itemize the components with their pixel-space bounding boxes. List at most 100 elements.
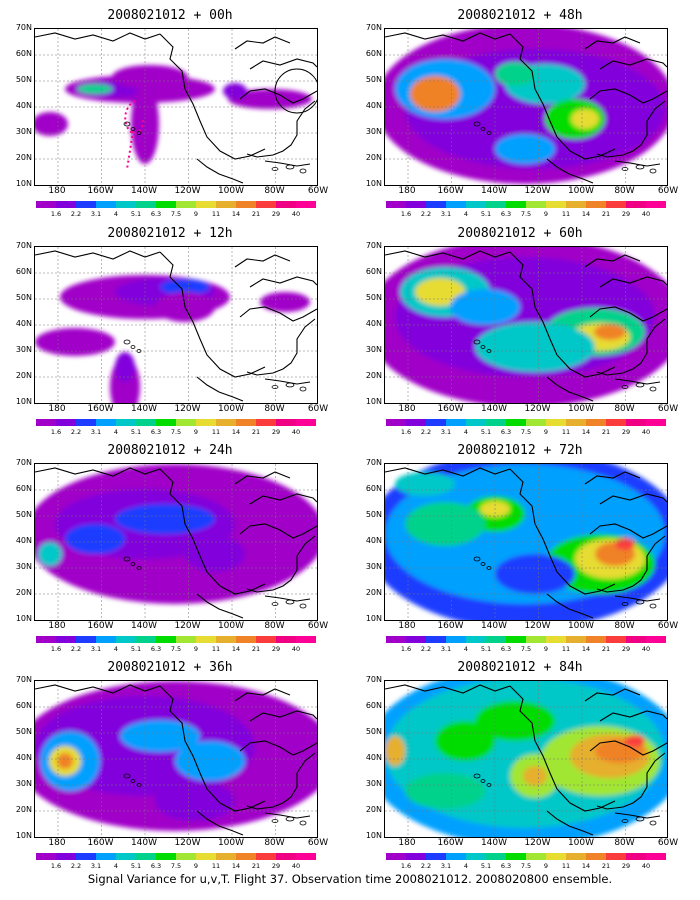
panel-title: 2008021012 + 60h [457, 226, 583, 241]
colorbar-swatch [386, 853, 406, 860]
latitude-label: 50N [365, 293, 382, 302]
coastline [264, 812, 311, 819]
longitude-label: 180 [48, 404, 66, 414]
coastline [589, 740, 667, 756]
colorbar-swatch [36, 201, 56, 208]
colorbar-swatch [156, 636, 176, 643]
colorbar-swatch [586, 853, 606, 860]
colorbar-label: 2.2 [70, 862, 82, 870]
longitude-label: 80W [614, 404, 635, 414]
longitude-label: 120W [524, 404, 551, 414]
map-panel: 2008021012 + 36h 70N 60N 50N 40N 30N 20N 10N 180… [0, 660, 340, 880]
colorbar-label: 2.2 [420, 862, 432, 870]
coastline [249, 710, 317, 722]
map-canvas [35, 681, 317, 837]
colorbar-label: 6.3 [150, 210, 162, 218]
colorbar-swatch [446, 419, 466, 426]
map-canvas [385, 29, 667, 185]
longitude-label: 160W [87, 621, 114, 631]
colorbar-swatch [196, 419, 216, 426]
colorbar-label: 14 [581, 210, 591, 218]
longitude-label: 140W [480, 621, 508, 631]
longitude-label: 160W [437, 838, 464, 848]
colorbar-swatch [276, 853, 296, 860]
colorbar-swatch [626, 853, 646, 860]
longitude-label: 80W [264, 186, 285, 196]
colorbar-label: 9 [193, 862, 199, 870]
colorbar-label: 2.2 [70, 210, 82, 218]
colorbar-label: 40 [641, 862, 651, 870]
longitude-label: 60W [657, 186, 679, 196]
colorbar-label: 4 [113, 862, 119, 870]
colorbar-swatch [296, 419, 316, 426]
latitude-label: 60N [365, 484, 382, 493]
colorbar-swatch [76, 201, 96, 208]
coastline [159, 33, 266, 160]
colorbar-label: 4 [463, 862, 469, 870]
variance-contour [495, 134, 555, 164]
island-outline [271, 385, 279, 389]
colorbar [36, 853, 316, 860]
island-outline [486, 131, 492, 135]
latitude-label: 50N [365, 727, 382, 736]
latitude-label: 30N [15, 562, 32, 571]
longitude-label: 100W [567, 404, 595, 414]
colorbar-swatch [566, 419, 586, 426]
colorbar-swatch [176, 201, 196, 208]
latitude-label: 60N [365, 49, 382, 58]
colorbar-swatch [176, 853, 196, 860]
colorbar-label: 21 [251, 428, 261, 436]
variance-contour [385, 736, 405, 766]
colorbar-label: 29 [621, 645, 631, 653]
colorbar-swatch [56, 419, 76, 426]
longitude-label: 120W [524, 838, 551, 848]
colorbar-label: 2.2 [420, 210, 432, 218]
colorbar-label: 5.1 [480, 862, 492, 870]
longitude-label: 80W [264, 404, 285, 414]
coastline [234, 36, 291, 50]
panel-title: 2008021012 + 84h [457, 660, 583, 675]
variance-contour [57, 753, 73, 769]
variance-contour [495, 62, 535, 86]
map-canvas [35, 29, 317, 185]
longitude-label: 60W [307, 186, 329, 196]
island-outline [123, 339, 131, 345]
latitude-label: 10N [15, 397, 32, 406]
island-outline [635, 382, 645, 388]
latitude-label: 40N [365, 753, 382, 762]
latitude-label: 60N [365, 701, 382, 710]
variance-contour [475, 322, 595, 372]
coastline [246, 318, 316, 376]
coastline [599, 493, 667, 505]
latitude-label: 30N [365, 127, 382, 136]
variance-contour [435, 721, 495, 761]
longitude-label: 180 [398, 404, 416, 414]
colorbar-label: 21 [251, 210, 261, 218]
island-outline [299, 168, 307, 174]
colorbar-label: 6.3 [150, 862, 162, 870]
colorbar-swatch [406, 419, 426, 426]
colorbar-label: 9 [543, 645, 549, 653]
map-panel: 2008021012 + 00h 70N 60N 50N 40N 30N 20N 10N 180… [0, 8, 340, 228]
colorbar-label: 11 [561, 645, 571, 653]
island-outline [285, 164, 295, 170]
colorbar-label: 4 [463, 428, 469, 436]
longitude-label: 60W [657, 621, 679, 631]
colorbar-label: 29 [621, 862, 631, 870]
latitude-label: 20N [365, 588, 382, 597]
colorbar-swatch [646, 201, 666, 208]
colorbar-label: 3.1 [440, 645, 452, 653]
colorbar-swatch [486, 853, 506, 860]
colorbar-swatch [56, 853, 76, 860]
colorbar-swatch [256, 419, 276, 426]
latitude-label: 40N [15, 319, 32, 328]
colorbar-label: 7.5 [520, 862, 532, 870]
latitude-label: 40N [15, 101, 32, 110]
island-outline [123, 556, 131, 562]
colorbar-swatch [136, 419, 156, 426]
colorbar [386, 419, 666, 426]
variance-contour [115, 352, 135, 382]
variance-contour [223, 83, 247, 99]
variance-contour [395, 472, 455, 496]
colorbar-swatch [136, 636, 156, 643]
